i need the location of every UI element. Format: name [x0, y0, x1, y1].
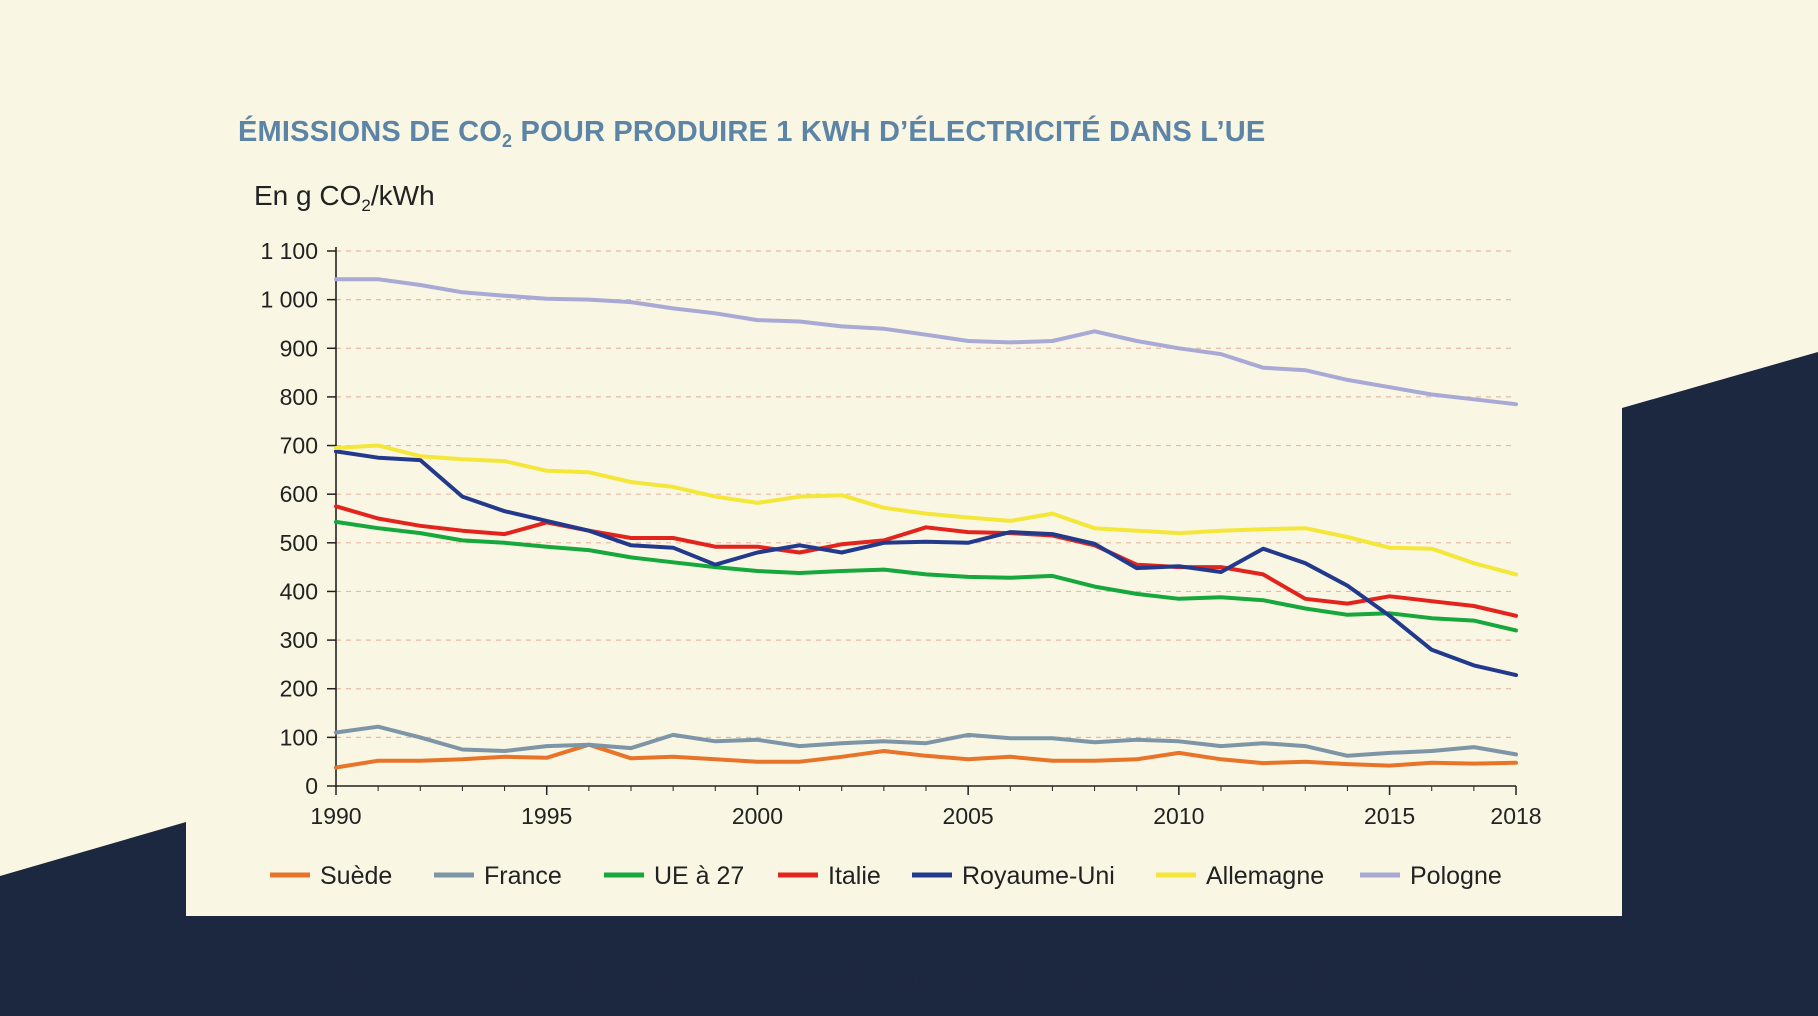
x-tick-label: 2010 — [1153, 803, 1204, 829]
chart-title: ÉMISSIONS DE CO2 POUR PRODUIRE 1 KWH D’É… — [238, 116, 1265, 152]
legend-label: Royaume-Uni — [962, 862, 1115, 890]
x-tick-label: 1995 — [521, 803, 572, 829]
legend-label: France — [484, 862, 562, 890]
series-lines — [334, 277, 1518, 770]
chart-title-pre: ÉMISSIONS DE CO — [238, 116, 503, 148]
dark-band-right — [1622, 352, 1818, 1016]
y-tick-label: 200 — [280, 676, 318, 702]
y-tick-label: 900 — [280, 335, 318, 361]
y-tick-label: 1 100 — [260, 238, 318, 264]
unit-label-subscript: 2 — [361, 196, 371, 215]
y-axis-unit-label: En g CO2/kWh — [254, 180, 435, 216]
chart-title-subscript: 2 — [502, 131, 513, 151]
y-tick-label: 800 — [280, 384, 318, 410]
x-tick-label: 1990 — [310, 803, 361, 829]
series-line — [334, 519, 1518, 633]
y-tick-label: 700 — [280, 433, 318, 459]
series-line — [334, 724, 1518, 758]
series-line — [334, 277, 1518, 407]
legend-label: Suède — [320, 862, 392, 890]
x-tick-label: 2000 — [732, 803, 783, 829]
legend: Suède France UE à 27 Italie Royaume-Uni Allem… — [270, 862, 1502, 890]
series-line — [334, 504, 1518, 618]
unit-label-pre: En g CO — [254, 180, 362, 211]
y-tick-label: 0 — [305, 773, 318, 799]
y-tick-label: 400 — [280, 578, 318, 604]
legend-label: UE à 27 — [654, 862, 744, 890]
x-tick-label: 2018 — [1490, 803, 1541, 829]
legend-label: Allemagne — [1206, 862, 1324, 890]
series-line — [334, 742, 1518, 770]
y-tick-label: 100 — [280, 724, 318, 750]
unit-label-post: /kWh — [370, 180, 435, 211]
background-shapes — [0, 352, 1818, 1016]
gridlines — [336, 250, 1516, 738]
legend-label: Italie — [828, 862, 881, 890]
x-tick-label: 2015 — [1364, 803, 1415, 829]
y-tick-label: 300 — [280, 627, 318, 653]
y-tick-label: 600 — [280, 481, 318, 507]
series-line — [334, 443, 1518, 577]
y-tick-label: 500 — [280, 530, 318, 556]
legend-label: Pologne — [1410, 862, 1502, 890]
axes: 0 100 200 300 400 500 600 700 800 900 1 000 1 100 19… — [260, 238, 1541, 829]
x-tick-label: 2005 — [943, 803, 994, 829]
chart-title-post: POUR PRODUIRE 1 KWH D’ÉLECTRICITÉ DANS L… — [512, 116, 1266, 148]
series-line — [334, 449, 1518, 678]
source-url[interactable]: https://www.statistiques.developpement-d… — [328, 965, 1490, 987]
y-tick-label: 1 000 — [260, 287, 318, 313]
dark-band-bottom — [0, 916, 1818, 1016]
